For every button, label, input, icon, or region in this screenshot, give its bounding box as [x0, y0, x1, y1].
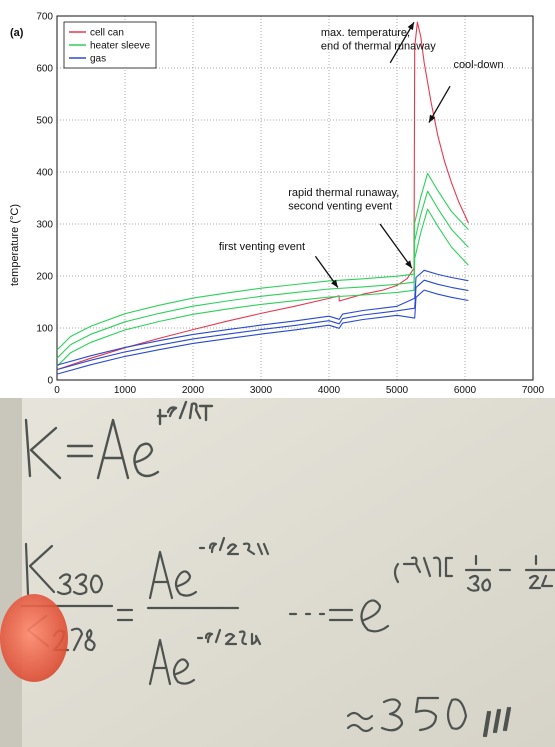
whiteboard-photo	[0, 398, 555, 747]
x-tick-label: 4000	[318, 385, 341, 396]
annotation-arrowhead	[331, 279, 338, 288]
temperature-chart: 0 1000 2000 3000 4000 5000 6000 7000 0 100 200 300…	[9, 11, 545, 396]
panel-label: (a)	[10, 27, 24, 39]
annotation-text: end of thermal runaway	[321, 40, 436, 52]
series-line-heater-sleeve	[56, 172, 469, 351]
y-tick-label: 600	[36, 64, 53, 75]
annotation-arrowhead	[428, 114, 436, 123]
annotation-text: cool-down	[453, 59, 503, 71]
x-tick-label: 2000	[182, 385, 205, 396]
y-tick-label: 400	[36, 168, 53, 179]
series-line-gas	[56, 289, 469, 375]
legend-label: gas	[90, 54, 106, 65]
legend-label: cell can	[90, 28, 124, 39]
handwriting-line-1	[24, 400, 214, 480]
annotation-text: max. temperature,	[321, 27, 410, 39]
x-tick-label: 1000	[114, 385, 137, 396]
y-tick-label: 500	[36, 116, 53, 127]
series-line-cell-can	[56, 21, 469, 371]
x-tick-label: 3000	[250, 385, 273, 396]
x-tick-label: 6000	[454, 385, 477, 396]
y-tick-label: 200	[36, 272, 53, 283]
series-line-gas	[56, 269, 469, 366]
y-tick-label: 0	[47, 376, 53, 387]
y-tick-label: 700	[36, 12, 53, 23]
x-tick-label: 0	[54, 385, 60, 396]
annotations: max. temperature,end of thermal runaway c…	[219, 21, 504, 288]
annotation-arrowhead	[405, 260, 412, 269]
y-tick-label: 100	[36, 324, 53, 335]
x-tick-labels: 0 1000 2000 3000 4000 5000 6000 7000	[54, 385, 544, 396]
annotation-text: second venting event	[288, 200, 392, 212]
fingertip	[0, 594, 68, 682]
annotation-arrowhead	[407, 22, 414, 31]
x-tick-label: 7000	[522, 385, 545, 396]
y-axis-label: temperature (°C)	[9, 204, 21, 286]
legend-box	[63, 21, 157, 69]
x-tick-label: 5000	[386, 385, 409, 396]
legend-label: heater sleeve	[90, 41, 150, 52]
series-line-heater-sleeve	[56, 190, 469, 359]
annotation-text: first venting event	[219, 241, 305, 253]
y-tick-labels: 0 100 200 300 400 500 600 700	[36, 12, 53, 387]
y-tick-label: 300	[36, 220, 53, 231]
annotation-arrow	[379, 223, 413, 269]
handwriting-line-3	[346, 696, 512, 738]
legend: cell can heater sleeve gas	[63, 21, 157, 69]
plot-frame	[56, 15, 534, 381]
annotation-text: rapid thermal runaway,	[288, 187, 399, 199]
annotation-arrow	[389, 21, 415, 64]
series-line-gas	[56, 279, 469, 371]
series-line-heater-sleeve	[56, 208, 469, 367]
series-layer	[56, 21, 469, 375]
